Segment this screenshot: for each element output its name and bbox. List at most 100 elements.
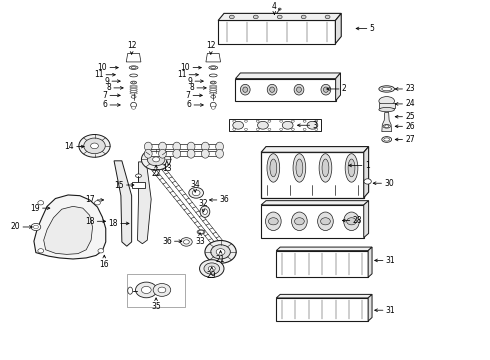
- Ellipse shape: [382, 137, 392, 142]
- Text: 14: 14: [64, 142, 74, 151]
- Circle shape: [245, 120, 247, 122]
- Ellipse shape: [210, 93, 217, 94]
- Polygon shape: [335, 13, 341, 44]
- Circle shape: [278, 8, 281, 10]
- Ellipse shape: [128, 287, 133, 294]
- Polygon shape: [236, 73, 341, 78]
- Bar: [206, 224, 213, 230]
- Ellipse shape: [136, 174, 142, 177]
- Circle shape: [132, 107, 136, 109]
- Ellipse shape: [202, 209, 207, 215]
- Bar: [198, 226, 205, 232]
- Bar: [147, 151, 218, 156]
- Ellipse shape: [187, 149, 195, 158]
- Bar: [195, 221, 201, 228]
- Bar: [146, 161, 152, 167]
- Ellipse shape: [233, 121, 244, 129]
- Ellipse shape: [197, 230, 205, 234]
- Circle shape: [325, 15, 330, 19]
- Circle shape: [303, 120, 306, 122]
- Circle shape: [84, 138, 105, 154]
- Text: 18: 18: [108, 219, 118, 228]
- Bar: [213, 232, 220, 238]
- Circle shape: [208, 266, 215, 271]
- Ellipse shape: [212, 82, 215, 83]
- Polygon shape: [218, 13, 341, 21]
- Circle shape: [216, 249, 225, 255]
- Ellipse shape: [210, 81, 216, 84]
- Text: 28: 28: [352, 216, 362, 225]
- Text: 17: 17: [85, 195, 95, 204]
- Bar: [199, 215, 206, 221]
- Bar: [229, 119, 321, 131]
- Text: 9: 9: [187, 77, 192, 86]
- Ellipse shape: [129, 66, 138, 69]
- Bar: [182, 194, 189, 200]
- Polygon shape: [382, 112, 392, 132]
- Polygon shape: [276, 247, 372, 251]
- Circle shape: [294, 218, 304, 225]
- Circle shape: [233, 120, 236, 122]
- Polygon shape: [34, 195, 106, 259]
- Ellipse shape: [132, 82, 135, 83]
- Ellipse shape: [307, 121, 318, 129]
- Ellipse shape: [145, 149, 152, 158]
- Circle shape: [192, 190, 200, 196]
- Text: 33: 33: [195, 237, 205, 246]
- Bar: [205, 234, 212, 240]
- Ellipse shape: [211, 67, 216, 69]
- Circle shape: [229, 15, 234, 19]
- Bar: [202, 220, 210, 226]
- Ellipse shape: [159, 142, 167, 151]
- Ellipse shape: [201, 142, 209, 151]
- Text: 36: 36: [220, 195, 229, 204]
- Circle shape: [315, 128, 318, 130]
- Ellipse shape: [210, 91, 217, 93]
- Circle shape: [31, 224, 41, 230]
- Bar: [261, 152, 364, 198]
- Ellipse shape: [364, 179, 371, 184]
- Bar: [127, 274, 185, 307]
- Ellipse shape: [216, 142, 223, 151]
- Bar: [191, 217, 198, 223]
- Polygon shape: [276, 294, 372, 298]
- Text: 13: 13: [162, 164, 171, 173]
- Ellipse shape: [130, 85, 137, 87]
- Circle shape: [38, 201, 44, 205]
- Bar: [179, 190, 186, 196]
- Text: 16: 16: [99, 260, 109, 269]
- Ellipse shape: [243, 87, 247, 93]
- Circle shape: [301, 15, 306, 19]
- Ellipse shape: [318, 212, 333, 230]
- Circle shape: [95, 201, 100, 205]
- Text: 2: 2: [342, 85, 346, 94]
- Circle shape: [245, 128, 247, 130]
- Bar: [163, 183, 170, 189]
- Circle shape: [79, 135, 110, 157]
- Circle shape: [198, 230, 203, 234]
- Circle shape: [189, 188, 203, 198]
- Polygon shape: [261, 201, 368, 205]
- Bar: [149, 165, 156, 171]
- Text: 7: 7: [185, 91, 190, 100]
- Ellipse shape: [270, 87, 274, 93]
- Ellipse shape: [348, 159, 355, 177]
- Text: 15: 15: [114, 180, 124, 189]
- Text: 12: 12: [127, 41, 136, 50]
- Text: 21: 21: [216, 255, 225, 264]
- Circle shape: [268, 120, 271, 122]
- Ellipse shape: [266, 212, 281, 230]
- Polygon shape: [368, 294, 372, 321]
- Circle shape: [315, 120, 318, 122]
- Bar: [220, 241, 226, 247]
- Circle shape: [158, 287, 166, 293]
- Circle shape: [268, 128, 271, 130]
- Bar: [209, 228, 217, 234]
- Text: 1: 1: [365, 161, 369, 170]
- Text: 10: 10: [181, 63, 190, 72]
- Ellipse shape: [267, 154, 280, 182]
- Circle shape: [136, 282, 157, 298]
- Bar: [193, 207, 199, 213]
- Text: 31: 31: [386, 306, 395, 315]
- Ellipse shape: [145, 142, 152, 151]
